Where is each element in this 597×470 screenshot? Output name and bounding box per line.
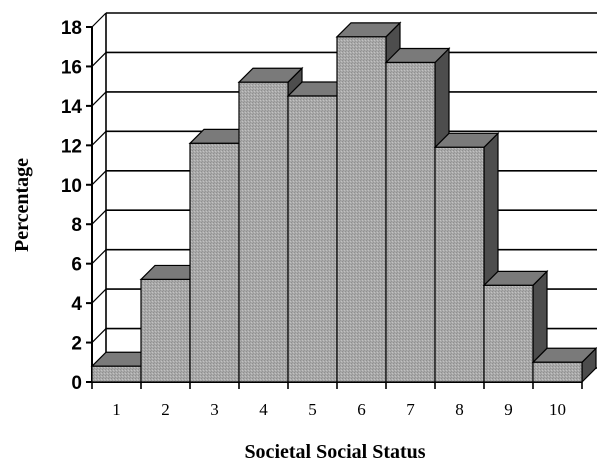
gridline-connector-6: [91, 249, 107, 265]
x-tick-label-6: 6: [357, 400, 366, 419]
y-tick-labels: 0 2 4 6 8 10 12 14 16 18: [61, 18, 83, 394]
x-tick-label-9: 9: [504, 400, 513, 419]
gridline-connector-8: [91, 209, 107, 225]
gridline-connector-14: [91, 91, 107, 107]
bar-front-6: [336, 36, 387, 383]
y-tick-label-14: 14: [61, 97, 83, 118]
bar-10: [531, 346, 597, 384]
gridline-connector-12: [91, 130, 107, 146]
y-tick-label-10: 10: [61, 176, 82, 197]
bar-front-2: [140, 278, 191, 383]
bars: [90, 21, 597, 384]
y-axis-title: Percentage: [11, 158, 33, 252]
bar-front-1: [91, 365, 142, 383]
x-tick-label-2: 2: [161, 400, 170, 419]
gridline-connector-10: [91, 170, 107, 186]
gridline-connector-2: [91, 328, 107, 343]
x-tick-labels: 1 2 3 4 5 6 7 8 9 10: [112, 400, 566, 419]
x-tick-label-3: 3: [210, 400, 219, 419]
bar-front-3: [189, 142, 240, 383]
x-tick-label-4: 4: [259, 400, 268, 419]
gridline-connector-16: [91, 52, 107, 67]
x-tick-label-5: 5: [308, 400, 317, 419]
gridline-connector-18: [91, 12, 107, 28]
y-tick-label-0: 0: [71, 373, 82, 394]
y-tick-label-8: 8: [71, 215, 82, 236]
gridline-connector-4: [91, 288, 107, 304]
y-tick-label-12: 12: [61, 136, 82, 157]
y-tick-label-4: 4: [71, 294, 82, 315]
x-tick-label-7: 7: [406, 400, 415, 419]
bar-front-9: [483, 284, 534, 383]
bar-front-4: [238, 81, 289, 383]
bar-front-8: [434, 146, 485, 383]
y-tick-label-2: 2: [71, 334, 82, 355]
x-tick-label-10: 10: [549, 400, 566, 419]
y-tick-label-6: 6: [71, 255, 82, 276]
bar-front-10: [532, 361, 583, 383]
y-tick-label-16: 16: [61, 57, 82, 78]
x-axis-title: Societal Social Status: [244, 441, 425, 463]
bar-front-5: [287, 95, 338, 383]
bar-front-7: [385, 61, 436, 383]
x-tick-label-8: 8: [455, 400, 464, 419]
bar-9: [482, 269, 549, 384]
x-tick-label-1: 1: [112, 400, 121, 419]
y-tick-label-18: 18: [61, 18, 82, 39]
